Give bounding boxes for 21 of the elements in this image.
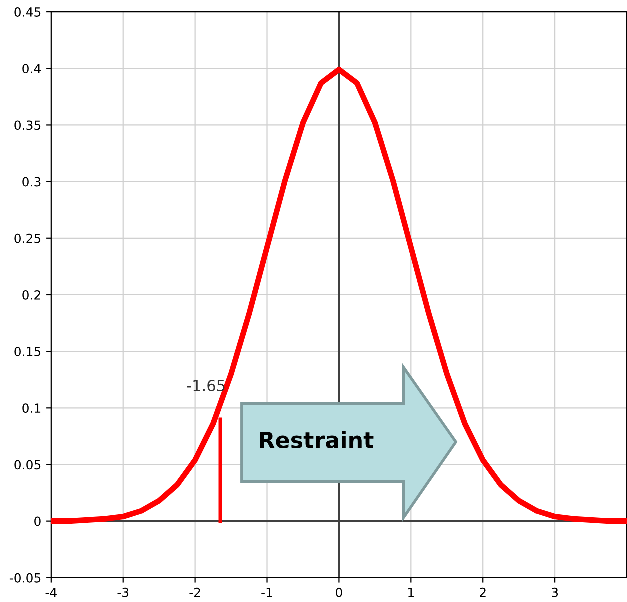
y-tick-label: 0.45 xyxy=(14,8,41,17)
y-tick-label: -0.05 xyxy=(10,573,41,583)
y-tick-label: 0.25 xyxy=(14,234,41,244)
y-tick-label: 0.35 xyxy=(14,120,41,130)
y-tick-label: 0.05 xyxy=(14,460,41,470)
x-tick-label: -3 xyxy=(118,588,129,598)
y-tick-label: 0.2 xyxy=(22,290,40,300)
y-tick-label: 0.15 xyxy=(14,347,41,356)
x-tick-label: -4 xyxy=(46,588,57,598)
x-tick-label: 2 xyxy=(480,588,486,598)
x-tick-label: -2 xyxy=(190,588,200,598)
x-tick-label: 3 xyxy=(552,588,558,598)
x-tick-label: 1 xyxy=(408,588,414,598)
y-tick-label: 0.4 xyxy=(22,64,41,74)
y-tick-label: 0.1 xyxy=(22,404,41,414)
y-tick-label: 0 xyxy=(34,516,41,526)
annotation: Restraint xyxy=(260,431,374,449)
x-tick-label: -1 xyxy=(262,588,272,598)
annotation: -1.65 xyxy=(187,380,225,392)
y-tick-label: 0.3 xyxy=(22,177,41,187)
x-tick-label: 0 xyxy=(336,588,342,598)
